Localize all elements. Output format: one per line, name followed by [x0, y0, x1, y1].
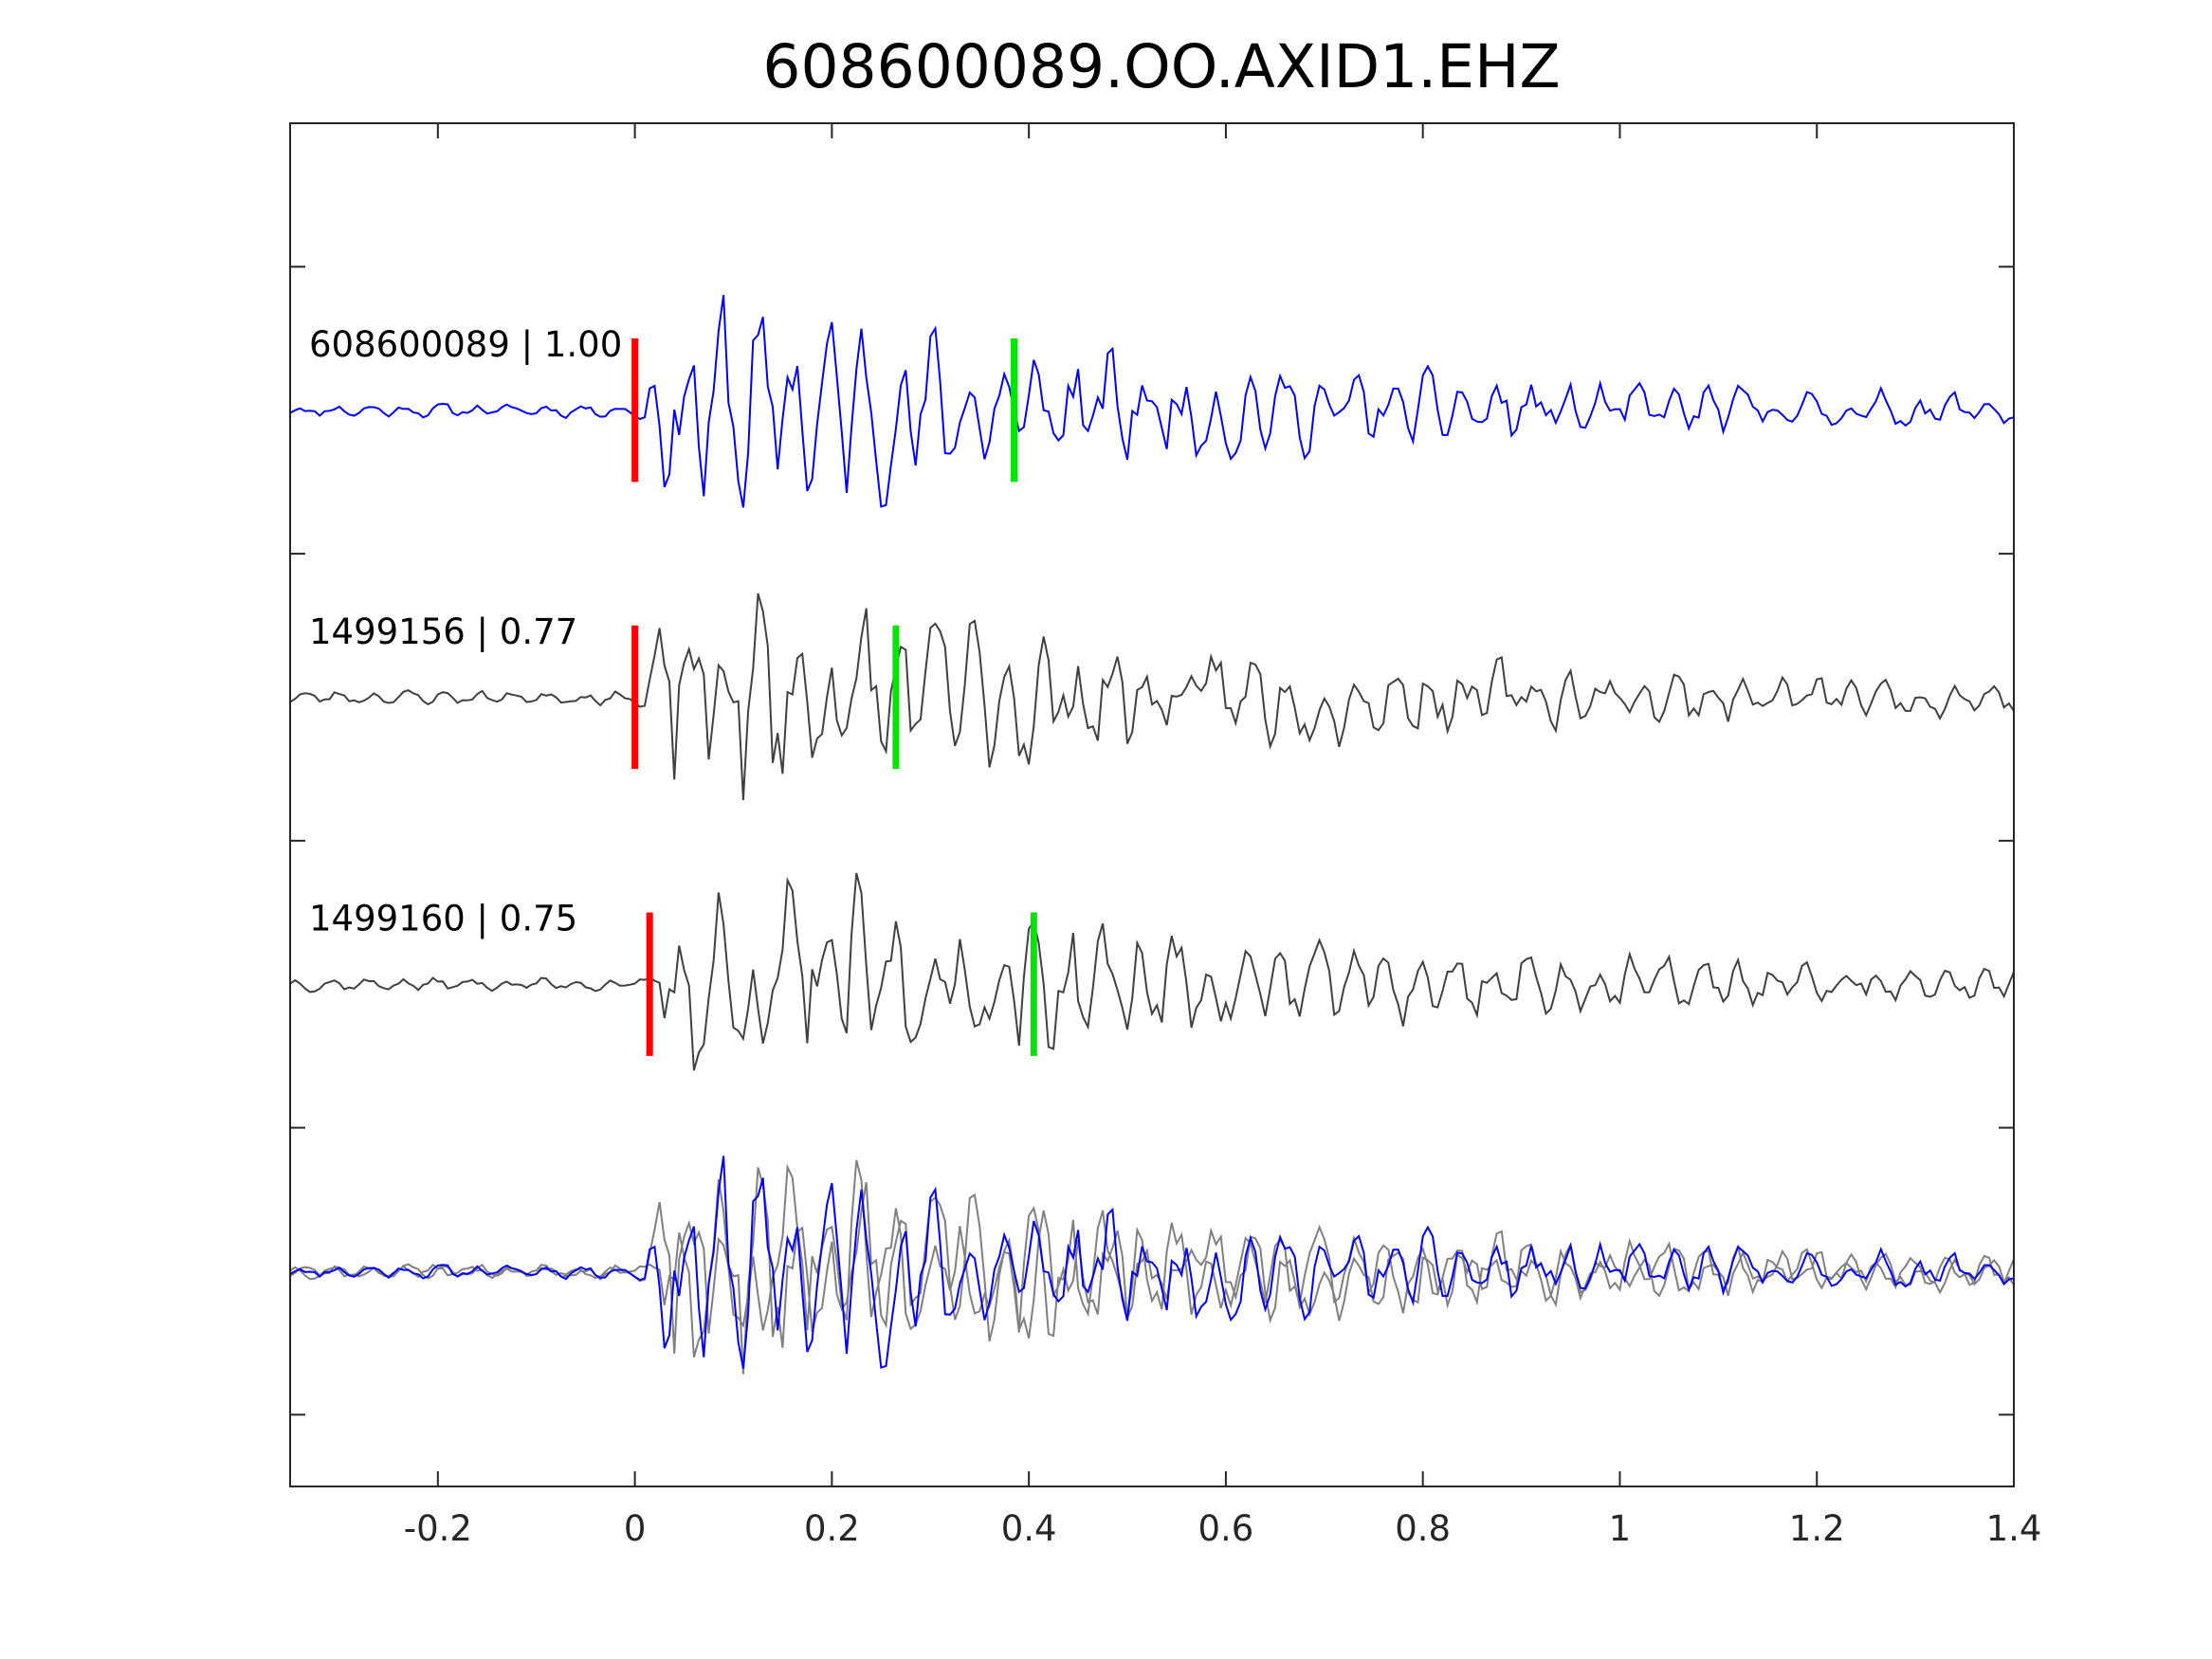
trace-1-label: 608600089 | 1.00: [309, 324, 622, 365]
x-tick-label: 1.2: [1789, 1508, 1845, 1549]
trace-2-label: 1499156 | 0.77: [309, 611, 577, 652]
x-tick-label: 0.2: [804, 1508, 860, 1549]
x-tick-label: 0.6: [1197, 1508, 1253, 1549]
trace-labels-group: 608600089 | 1.00 1499156 | 0.77 1499160 | …: [309, 324, 622, 939]
x-ticks-group: -0.2 0 0.2 0.4 0.6 0.8 1 1.2 1.4: [404, 123, 2042, 1549]
overlay-trace-1-line: [289, 1156, 2015, 1369]
x-tick-label: -0.2: [404, 1508, 472, 1549]
x-tick-label: 0.8: [1395, 1508, 1451, 1549]
trace-3-label: 1499160 | 0.75: [309, 899, 577, 939]
chart-title: 608600089.OO.AXID1.EHZ: [762, 32, 1560, 101]
x-tick-label: 0: [624, 1508, 647, 1549]
axes-box: [289, 122, 2015, 1487]
x-tick-label: 0.4: [1001, 1508, 1057, 1549]
x-tick-label: 1: [1609, 1508, 1632, 1549]
x-tick-label: 1.4: [1986, 1508, 2042, 1549]
trace-3-line: [289, 872, 2015, 1071]
y-ticks-group: [290, 265, 2014, 1416]
picks-group: [631, 338, 1037, 1056]
trace-2-line: [289, 592, 2015, 800]
traces-group: [289, 295, 2015, 1375]
overlay-trace-2-line: [289, 1167, 2015, 1375]
trace-1-line: [289, 295, 2015, 508]
